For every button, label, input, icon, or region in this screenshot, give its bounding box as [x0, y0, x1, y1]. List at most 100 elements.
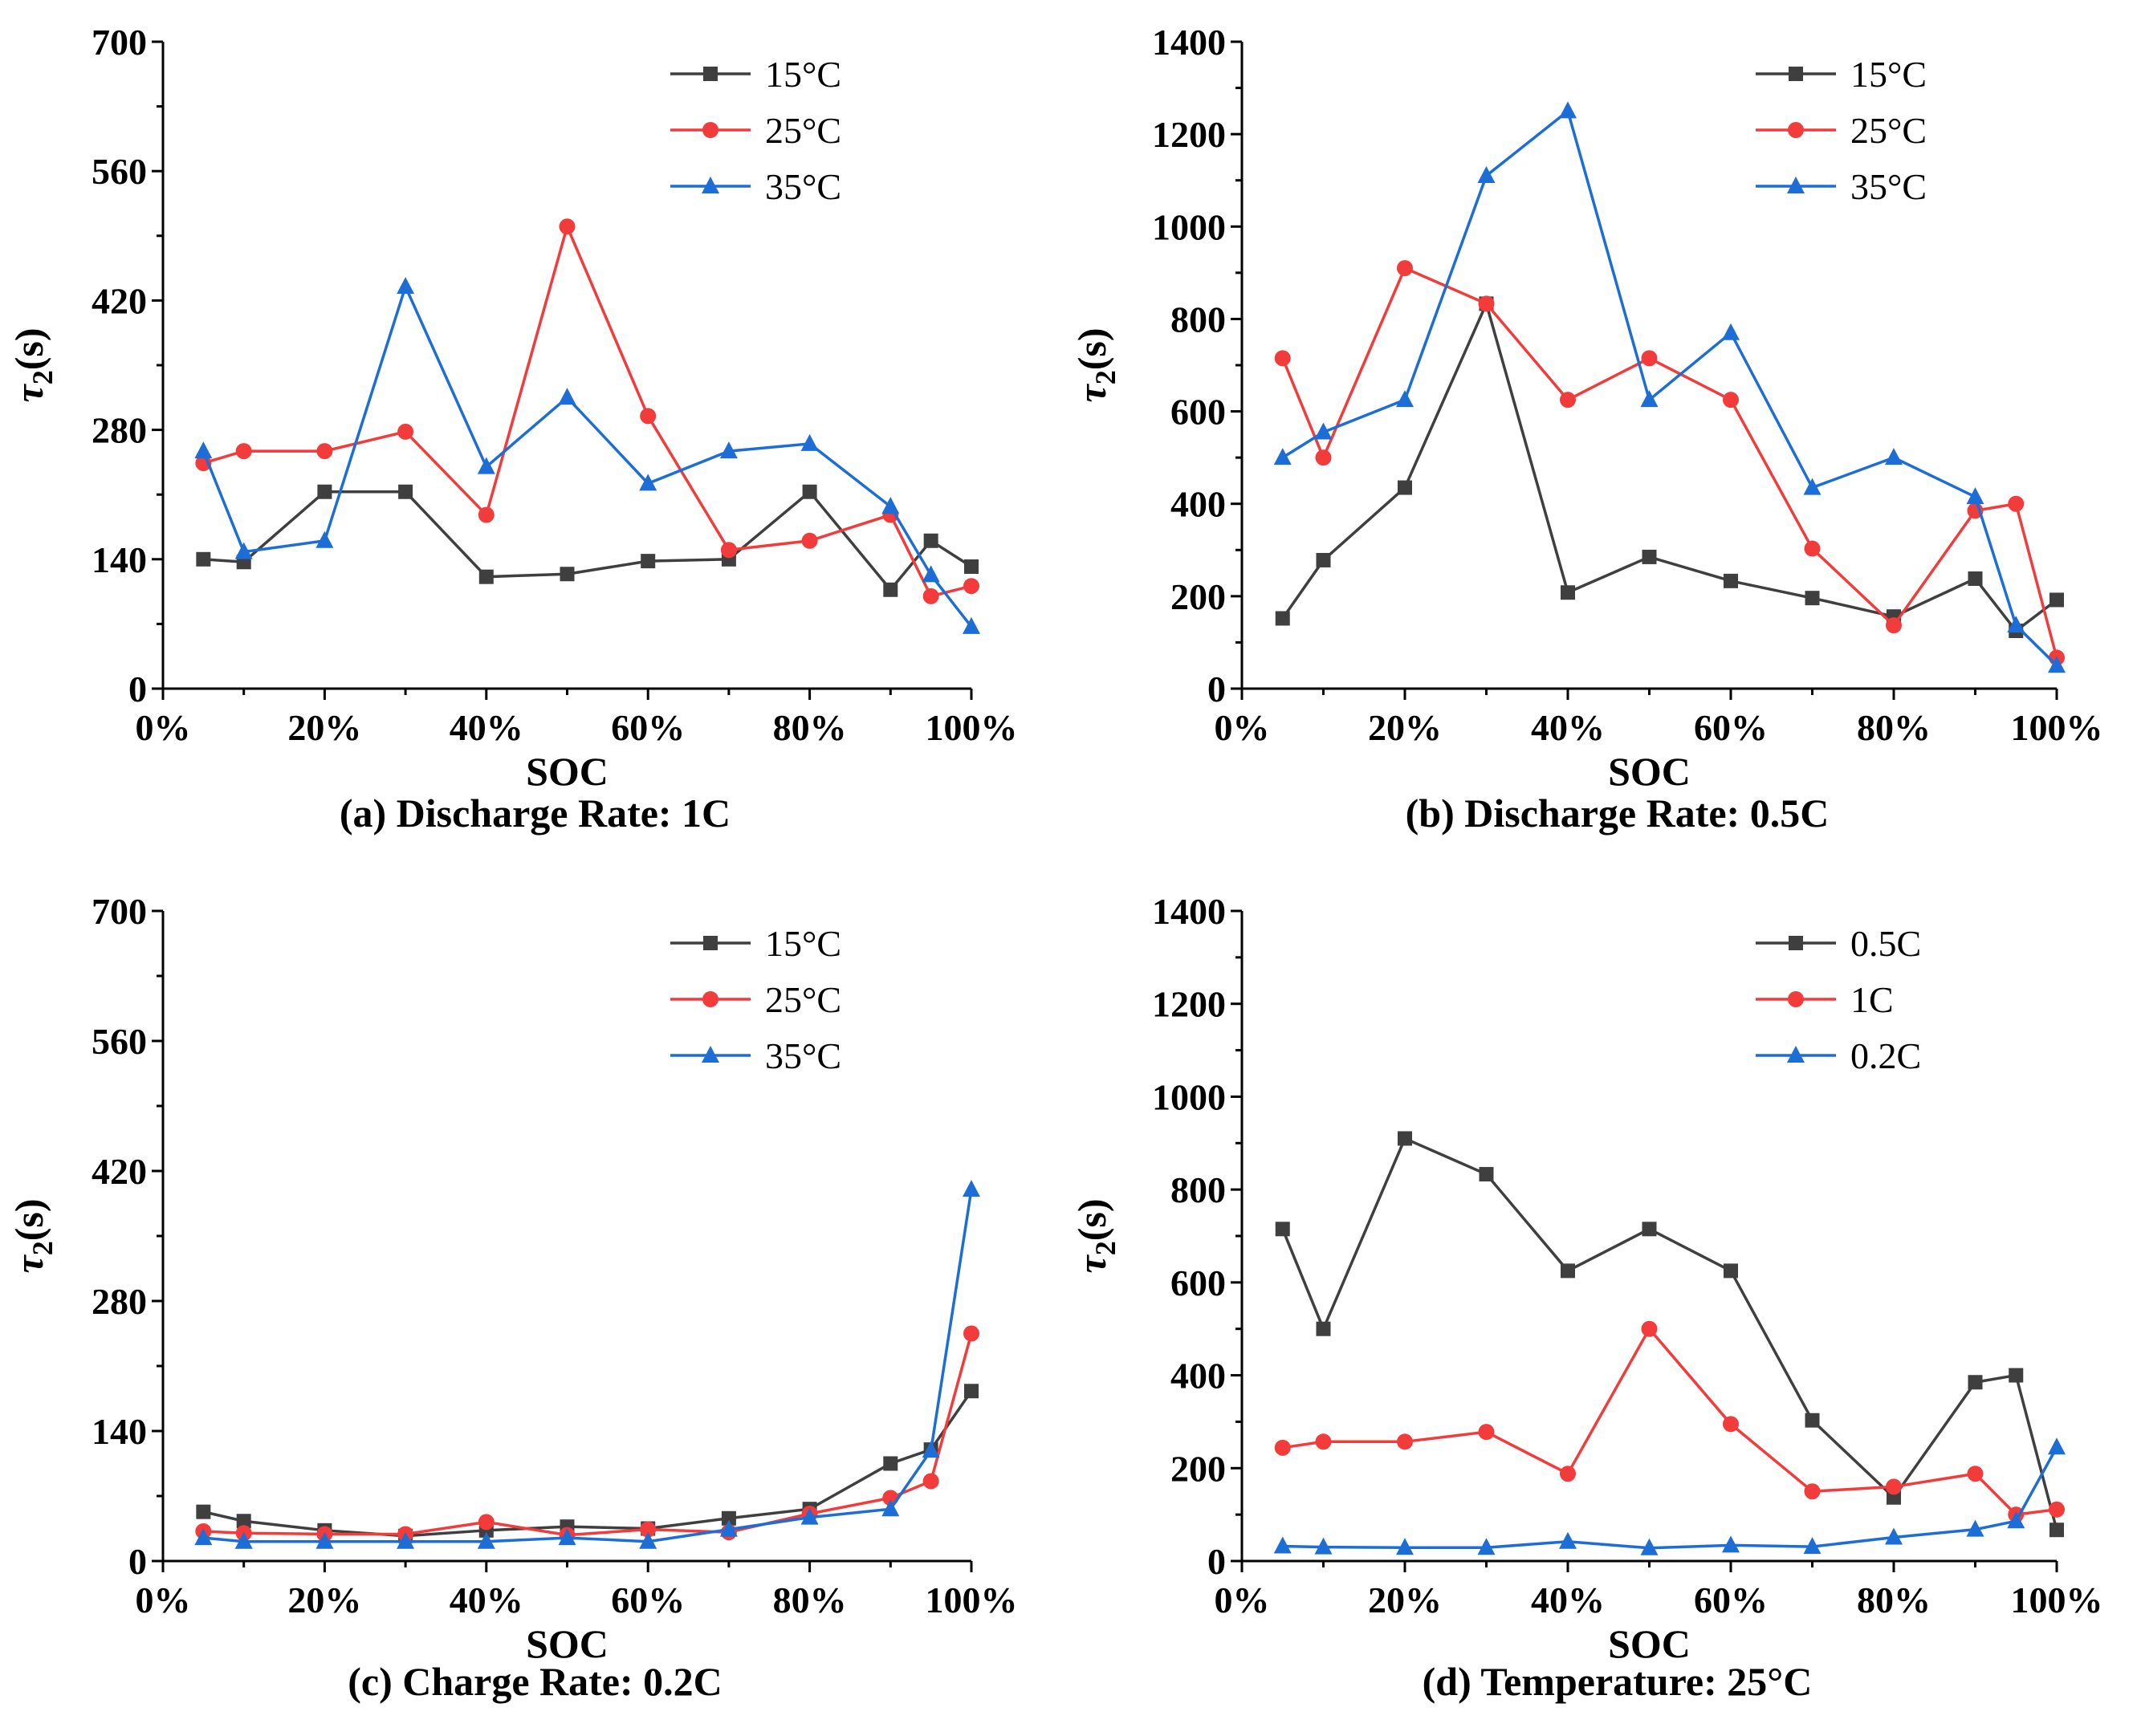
legend-label: 25°C	[765, 110, 841, 151]
data-point-circle	[1478, 295, 1495, 312]
y-tick-label: 1200	[1152, 984, 1226, 1025]
y-tick-label: 0	[1207, 669, 1226, 709]
y-axis-title: τ2(s)	[6, 1199, 59, 1274]
data-point-triangle	[1396, 390, 1414, 408]
x-tick-label: 40%	[450, 1579, 523, 1620]
data-point-circle	[1397, 260, 1413, 277]
data-point-square	[1316, 552, 1331, 567]
x-tick-label: 80%	[1857, 707, 1931, 748]
data-point-circle	[1804, 1483, 1821, 1500]
y-tick-label: 800	[1170, 299, 1226, 339]
x-tick-label: 100%	[2011, 1579, 2103, 1620]
x-axis-title: SOC	[1608, 1621, 1691, 1666]
x-tick-label: 60%	[1694, 1579, 1768, 1620]
legend-label: 15°C	[765, 54, 841, 95]
series-line-2	[1281, 108, 2058, 667]
data-point-circle	[397, 423, 414, 440]
data-point-square	[2009, 1368, 2024, 1383]
legend-label: 0.5C	[1850, 923, 1921, 964]
chart-panel-0: 0 140 280 420 560 700 0% 20% 40% 60% 80% 100% SOC τ2(…	[6, 22, 1018, 835]
data-point-circle	[640, 408, 657, 425]
x-tick-label: 80%	[773, 1579, 847, 1620]
y-tick-label: 200	[1170, 576, 1226, 617]
legend-marker	[702, 1046, 719, 1063]
data-point-triangle	[1640, 1538, 1659, 1555]
data-point-square	[802, 484, 817, 499]
x-tick-label: 40%	[450, 707, 523, 748]
y-tick-label: 600	[1170, 392, 1226, 433]
data-point-square	[923, 533, 938, 548]
series-line-1	[203, 1333, 973, 1537]
chart-panel-2: 0 140 280 420 560 700 0% 20% 40% 60% 80% 100% SOC τ2(…	[6, 891, 1018, 1704]
series-line-0	[1281, 1136, 2058, 1531]
legend-marker	[702, 122, 718, 138]
data-point-square	[236, 1514, 251, 1529]
data-point-triangle	[1559, 1531, 1577, 1549]
data-point-triangle	[1885, 1527, 1903, 1545]
x-tick-label: 0%	[1215, 707, 1270, 748]
y-tick-label: 1200	[1152, 114, 1226, 155]
data-point-triangle	[1314, 422, 1333, 440]
data-point-circle	[1560, 392, 1576, 409]
data-point-circle	[1274, 1439, 1291, 1456]
x-tick-label: 60%	[611, 707, 685, 748]
data-point-circle	[963, 1325, 979, 1342]
series-line-2	[201, 283, 973, 628]
legend-label: 25°C	[765, 979, 841, 1020]
data-point-square	[1642, 1222, 1657, 1237]
series-line-1	[1281, 266, 2058, 658]
data-point-triangle	[1885, 448, 1903, 466]
y-tick-label: 800	[1170, 1169, 1226, 1210]
data-point-square	[1642, 549, 1657, 564]
y-tick-label: 1400	[1152, 22, 1226, 63]
data-point-triangle	[1722, 1535, 1740, 1553]
data-point-square	[1968, 571, 1983, 586]
data-point-triangle	[2007, 1511, 2025, 1529]
data-point-triangle	[194, 441, 213, 459]
data-point-circle	[2008, 495, 2025, 512]
data-point-triangle	[1273, 448, 1292, 466]
y-tick-label: 560	[92, 151, 147, 192]
data-point-triangle	[719, 1519, 738, 1537]
data-point-circle	[1641, 350, 1658, 367]
y-tick-label: 420	[92, 1151, 147, 1192]
data-point-triangle	[1966, 487, 1984, 505]
data-point-triangle	[800, 1507, 819, 1525]
series-line-1	[202, 222, 972, 598]
data-point-square	[398, 484, 413, 499]
data-point-circle	[922, 587, 939, 604]
data-point-circle	[720, 542, 737, 559]
data-point-circle	[963, 578, 979, 595]
data-point-triangle	[639, 1531, 657, 1549]
series-line-1	[1282, 1326, 2058, 1516]
data-point-square	[1398, 1131, 1412, 1146]
data-point-triangle	[2048, 656, 2066, 673]
x-axis-title: SOC	[526, 749, 609, 794]
x-tick-label: 60%	[611, 1579, 685, 1620]
legend-label: 35°C	[765, 166, 841, 207]
data-point-circle	[1641, 1320, 1658, 1337]
chart-caption: (b) Discharge Rate: 0.5C	[1406, 791, 1830, 835]
y-tick-label: 1000	[1152, 1076, 1226, 1117]
data-point-circle	[559, 218, 576, 235]
x-tick-label: 100%	[926, 1579, 1018, 1620]
legend-marker	[1788, 991, 1804, 1007]
data-point-circle	[640, 1521, 657, 1538]
data-point-circle	[1560, 1466, 1576, 1482]
data-point-triangle	[922, 1441, 940, 1458]
y-axis-title: τ2(s)	[1069, 328, 1121, 403]
data-point-triangle	[922, 565, 940, 583]
data-point-square	[1561, 585, 1575, 600]
y-tick-label: 420	[92, 280, 147, 321]
data-point-triangle	[963, 616, 980, 634]
y-tick-label: 400	[1170, 484, 1226, 525]
y-tick-label: 280	[92, 1281, 147, 1322]
data-point-triangle	[1966, 1519, 1984, 1537]
x-tick-label: 40%	[1531, 707, 1605, 748]
data-point-triangle	[1803, 1537, 1822, 1555]
x-tick-label: 60%	[1694, 707, 1768, 748]
data-point-circle	[316, 443, 333, 460]
series-line-0	[202, 1390, 973, 1538]
y-tick-label: 700	[92, 22, 147, 63]
data-point-triangle	[639, 474, 657, 491]
